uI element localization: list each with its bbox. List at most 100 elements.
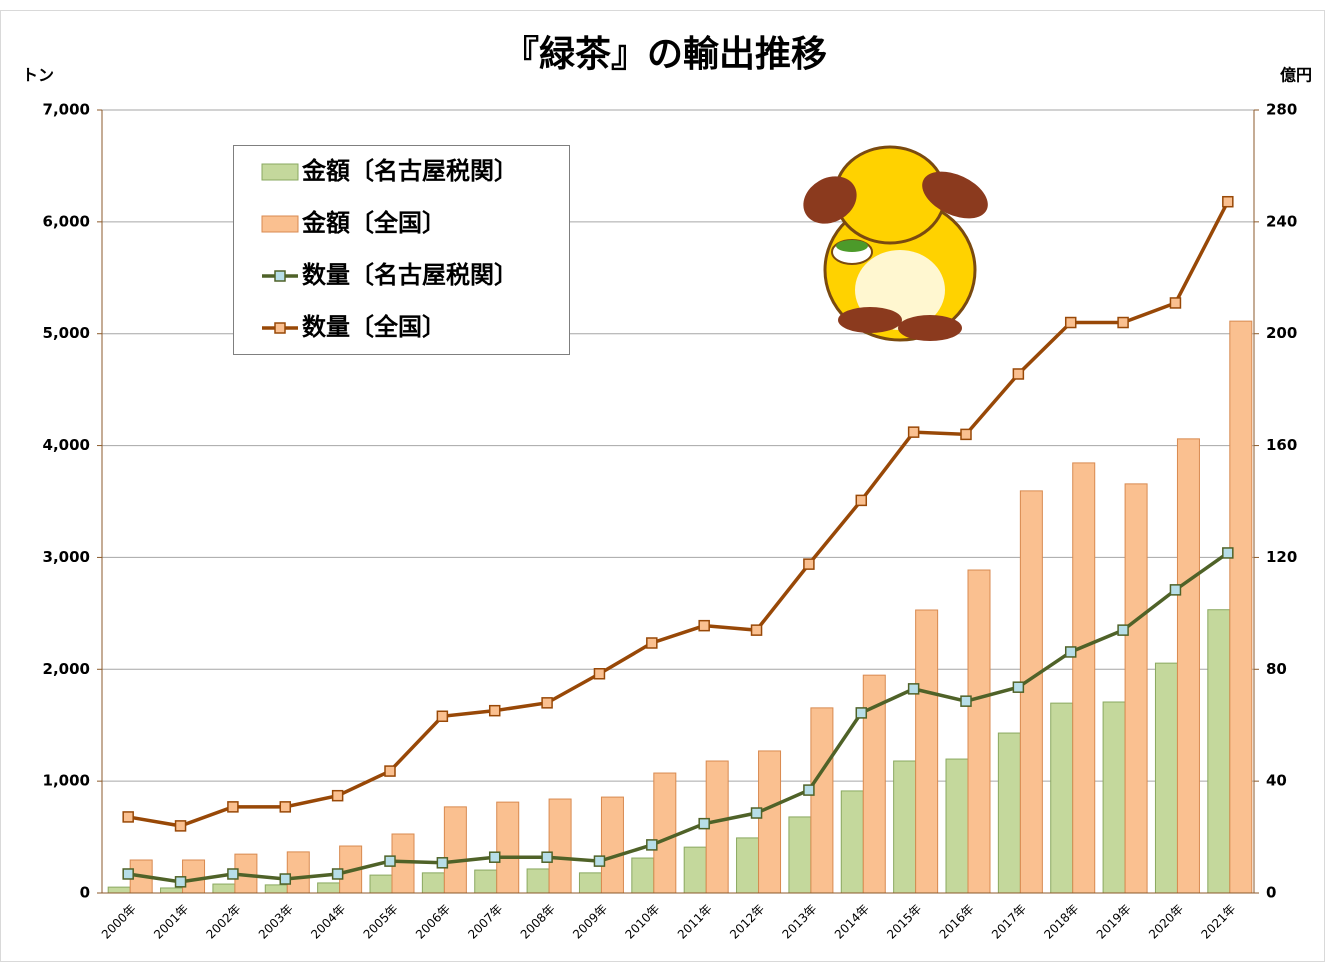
bar <box>317 882 341 894</box>
bar <box>421 872 445 894</box>
y-tick-label: 1,000 <box>43 772 90 790</box>
point <box>907 683 920 695</box>
y-tick-label: 2,000 <box>43 660 90 678</box>
point <box>122 811 134 823</box>
bar <box>1050 702 1074 894</box>
point <box>1222 547 1234 559</box>
point <box>855 494 868 507</box>
bar <box>1176 438 1200 894</box>
point <box>646 637 658 649</box>
line <box>127 200 1230 828</box>
plot-area: 0 1,000 2,000 3,000 4,000 5,000 6,000 7,000 0 40 8… <box>43 101 1298 942</box>
y2-tick-label: 120 <box>1266 548 1297 566</box>
bar <box>1072 462 1096 894</box>
y-tick-label: 3,000 <box>43 548 90 566</box>
bar <box>600 796 624 894</box>
point <box>227 801 239 813</box>
point <box>1117 316 1129 329</box>
point <box>541 697 553 709</box>
bar <box>578 872 602 894</box>
point <box>1169 584 1182 596</box>
point <box>279 873 292 885</box>
y2-tick-label: 40 <box>1266 772 1287 790</box>
bar <box>526 868 550 894</box>
bar <box>893 760 917 894</box>
mascot <box>803 145 988 342</box>
point <box>1117 624 1129 636</box>
bar <box>160 887 184 894</box>
point <box>803 558 815 570</box>
bar <box>758 750 782 894</box>
legend-marker <box>274 270 286 282</box>
bar <box>683 846 707 894</box>
point <box>907 426 920 438</box>
point <box>1064 646 1077 658</box>
y2-tick-label: 0 <box>1266 884 1276 902</box>
point <box>541 851 553 863</box>
bar <box>1124 483 1148 894</box>
bar <box>369 874 393 894</box>
point <box>227 868 239 880</box>
legend-marker <box>274 322 286 334</box>
bar <box>810 707 834 894</box>
y2-tick-label: 160 <box>1266 436 1297 454</box>
line <box>127 551 1229 884</box>
y2-tick-label: 200 <box>1266 324 1297 342</box>
bar <box>548 798 572 894</box>
bar <box>212 883 236 894</box>
point <box>960 695 972 707</box>
bar <box>264 884 288 894</box>
bar <box>496 801 520 894</box>
point <box>593 855 606 867</box>
y-tick-label: 6,000 <box>43 212 90 230</box>
bar <box>1207 609 1231 894</box>
point <box>646 839 658 851</box>
point <box>698 619 710 632</box>
bar <box>736 837 760 894</box>
point <box>331 868 344 880</box>
bar <box>107 886 131 894</box>
point <box>436 857 449 869</box>
y2-axis-label: 億円 <box>1280 66 1312 85</box>
legend-swatch <box>261 163 299 181</box>
point <box>174 820 187 832</box>
point <box>122 868 134 880</box>
point <box>384 855 396 867</box>
legend-label: 数量〔全国〕 <box>302 313 446 341</box>
legend-label: 金額〔名古屋税関〕 <box>301 157 518 185</box>
y-tick-label: 0 <box>80 884 90 902</box>
y-tick-label: 7,000 <box>43 101 90 119</box>
bar <box>653 772 677 894</box>
bar <box>788 816 812 894</box>
bar <box>997 732 1021 894</box>
point <box>1169 297 1182 309</box>
point <box>1222 195 1234 208</box>
point <box>331 789 344 802</box>
bar <box>286 851 310 894</box>
y2-tick-label: 80 <box>1266 660 1287 678</box>
y2-tick-label: 280 <box>1266 101 1297 119</box>
point <box>488 704 501 717</box>
point <box>750 807 763 819</box>
bar <box>967 569 991 894</box>
point <box>436 710 449 723</box>
point <box>1012 368 1025 380</box>
point <box>279 801 292 813</box>
point <box>384 765 396 777</box>
y-tick-label: 4,000 <box>43 436 90 454</box>
bar <box>1154 662 1178 894</box>
point <box>1012 681 1025 693</box>
y-axis-label: トン <box>22 66 54 85</box>
point <box>803 784 815 796</box>
y-tick-label: 5,000 <box>43 324 90 342</box>
bar <box>840 790 864 894</box>
legend-swatch <box>261 215 299 233</box>
bar <box>443 806 467 894</box>
bar <box>631 857 655 894</box>
point <box>750 624 763 636</box>
point <box>593 668 606 680</box>
bar <box>1102 701 1126 894</box>
point <box>855 707 868 719</box>
chart-title: 『緑茶』の輸出推移 <box>503 34 827 75</box>
